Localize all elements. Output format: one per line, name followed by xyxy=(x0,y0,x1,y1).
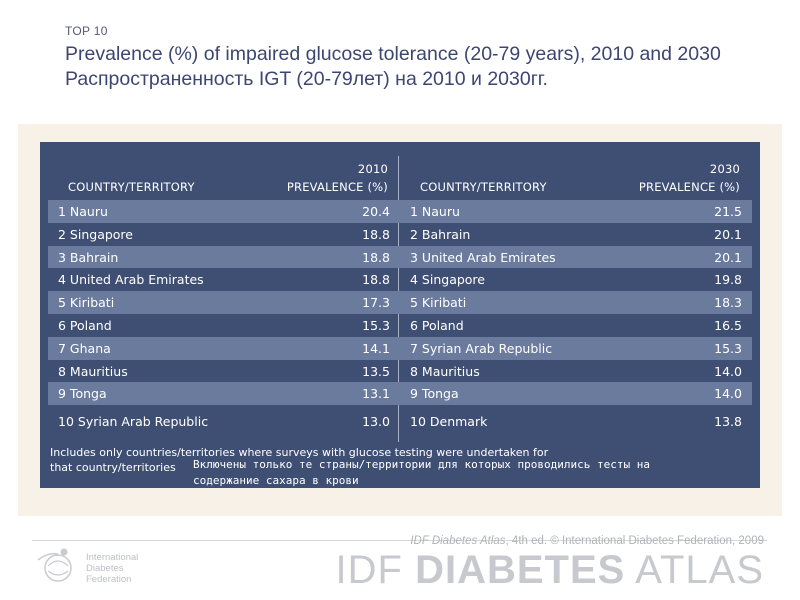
prevalence-value: 18.8 xyxy=(362,272,390,288)
table-row: 8 Mauritius 14.0 xyxy=(400,360,752,383)
footnote-russian: Включены только те страны/территории для… xyxy=(193,458,650,487)
table-header: 2030 COUNTRY/TERRITORY PREVALENCE (%) xyxy=(400,142,752,200)
footer-divider xyxy=(32,540,767,541)
table-row: 4 United Arab Emirates 18.8 xyxy=(48,268,400,291)
country-name: 3 United Arab Emirates xyxy=(410,249,556,265)
prevalence-value: 15.3 xyxy=(714,340,742,356)
atlas-suffix: ATLAS xyxy=(625,548,764,592)
prevalence-value: 21.5 xyxy=(714,204,742,219)
table-row: 6 Poland 15.3 xyxy=(48,314,400,337)
prevalence-value: 13.5 xyxy=(362,363,390,379)
prevalence-value: 20.4 xyxy=(362,204,390,219)
prevalence-value: 17.3 xyxy=(362,295,390,311)
country-name: 6 Poland xyxy=(410,317,464,333)
country-name: 7 Syrian Arab Republic xyxy=(410,340,553,356)
prevalence-value: 18.8 xyxy=(362,249,390,265)
logo-text-line: International xyxy=(86,552,139,563)
table-row: 5 Kiribati 17.3 xyxy=(48,291,400,314)
footnote-english: Includes only countries/territories wher… xyxy=(50,446,549,474)
prevalence-value: 16.5 xyxy=(714,317,742,333)
country-name: 3 Bahrain xyxy=(58,249,119,265)
table-row: 10 Syrian Arab Republic 13.0 xyxy=(48,405,400,431)
table-2030: 2030 COUNTRY/TERRITORY PREVALENCE (%) 1 … xyxy=(400,142,752,431)
table-row: 5 Kiribati 18.3 xyxy=(400,291,752,314)
country-name: 8 Mauritius xyxy=(58,363,128,379)
table-rows: 1 Nauru 20.4 2 Singapore 18.8 3 Bahrain 18.8 4… xyxy=(48,200,400,431)
country-name: 2 Singapore xyxy=(58,226,133,242)
country-name: 4 Singapore xyxy=(410,272,485,288)
table-row: 6 Poland 16.5 xyxy=(400,314,752,337)
year-label: 2030 xyxy=(709,162,740,176)
table-row: 1 Nauru 20.4 xyxy=(48,200,400,223)
table-2010: 2010 COUNTRY/TERRITORY PREVALENCE (%) 1 … xyxy=(48,142,400,431)
prevalence-column-header: PREVALENCE (%) xyxy=(638,180,740,194)
prevalence-value: 18.3 xyxy=(714,295,742,311)
credit-rest: , 4th ed. © International Diabetes Feder… xyxy=(505,535,764,547)
table-row: 10 Denmark 13.8 xyxy=(400,405,752,431)
year-label: 2010 xyxy=(357,162,388,176)
table-rows: 1 Nauru 21.5 2 Bahrain 20.1 3 United Arab Em… xyxy=(400,200,752,431)
idf-logo-icon xyxy=(34,546,84,586)
logo-text-line: Federation xyxy=(86,574,132,585)
country-name: 1 Nauru xyxy=(410,204,460,219)
table-row: 7 Syrian Arab Republic 15.3 xyxy=(400,336,752,360)
table-row: 3 Bahrain 18.8 xyxy=(48,245,400,269)
country-name: 5 Kiribati xyxy=(410,295,467,311)
prevalence-table-panel: 2010 COUNTRY/TERRITORY PREVALENCE (%) 1 … xyxy=(40,142,760,488)
prevalence-value: 18.8 xyxy=(362,226,390,242)
prevalence-value: 14.0 xyxy=(714,363,742,379)
prevalence-value: 14.0 xyxy=(714,386,742,402)
table-row: 2 Singapore 18.8 xyxy=(48,223,400,246)
country-name: 4 United Arab Emirates xyxy=(58,272,204,288)
table-row: 4 Singapore 19.8 xyxy=(400,268,752,291)
country-name: 10 Syrian Arab Republic xyxy=(58,414,209,430)
country-name: 5 Kiribati xyxy=(58,295,115,311)
atlas-bold: DIABETES xyxy=(415,548,626,592)
country-column-header: COUNTRY/TERRITORY xyxy=(68,180,195,194)
prevalence-value: 13.8 xyxy=(714,414,742,430)
country-name: 2 Bahrain xyxy=(410,226,471,242)
prevalence-value: 20.1 xyxy=(714,249,742,265)
table-row: 7 Ghana 14.1 xyxy=(48,336,400,360)
idf-logo-text: International Diabetes Federation xyxy=(86,552,138,585)
table-row: 1 Nauru 21.5 xyxy=(400,200,752,223)
table-row: 9 Tonga 14.0 xyxy=(400,382,752,406)
prevalence-value: 20.1 xyxy=(714,226,742,242)
country-name: 7 Ghana xyxy=(58,340,111,356)
credit-publication: IDF Diabetes Atlas xyxy=(410,535,506,547)
copyright-credit: IDF Diabetes Atlas, 4th ed. © Internatio… xyxy=(410,535,764,547)
prevalence-value: 15.3 xyxy=(362,317,390,333)
table-row: 3 United Arab Emirates 20.1 xyxy=(400,245,752,269)
country-column-header: COUNTRY/TERRITORY xyxy=(420,180,547,194)
country-name: 10 Denmark xyxy=(410,414,488,430)
table-row: 9 Tonga 13.1 xyxy=(48,382,400,406)
prevalence-value: 14.1 xyxy=(362,340,390,356)
country-name: 9 Tonga xyxy=(410,386,459,402)
country-name: 6 Poland xyxy=(58,317,112,333)
country-name: 9 Tonga xyxy=(58,386,107,402)
country-name: 8 Mauritius xyxy=(410,363,480,379)
slide-title: Prevalence (%) of impaired glucose toler… xyxy=(65,43,721,90)
atlas-wordmark: IDF DIABETES ATLAS xyxy=(336,548,764,593)
country-name: 1 Nauru xyxy=(58,204,108,219)
atlas-prefix: IDF xyxy=(335,548,416,592)
prevalence-value: 19.8 xyxy=(714,272,742,288)
logo-text-line: Diabetes xyxy=(86,563,124,574)
table-header: 2010 COUNTRY/TERRITORY PREVALENCE (%) xyxy=(48,142,400,200)
prevalence-value: 13.1 xyxy=(362,386,390,402)
prevalence-value: 13.0 xyxy=(362,414,390,430)
table-row: 2 Bahrain 20.1 xyxy=(400,223,752,246)
table-row: 8 Mauritius 13.5 xyxy=(48,360,400,383)
slide-kicker: TOP 10 xyxy=(65,24,108,38)
prevalence-column-header: PREVALENCE (%) xyxy=(286,180,388,194)
